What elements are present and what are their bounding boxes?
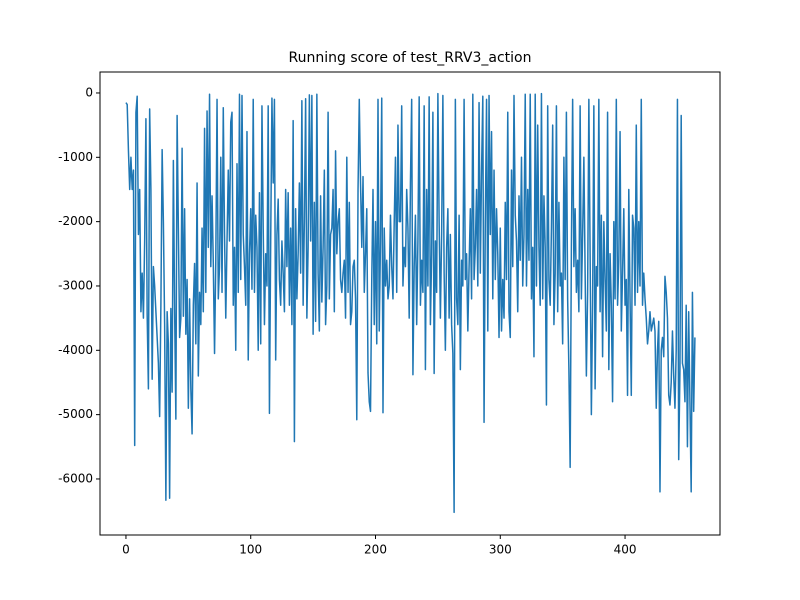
x-tick-label: 300 [489,543,512,557]
y-tick-label: -2000 [58,214,93,228]
y-tick-label: -3000 [58,278,93,292]
y-tick-label: -4000 [58,343,93,357]
y-tick-label: -6000 [58,471,93,485]
y-tick-label: -5000 [58,407,93,421]
chart-title: Running score of test_RRV3_action [289,50,532,66]
x-tick-label: 0 [122,543,130,557]
y-tick-label: -1000 [58,150,93,164]
x-tick-label: 100 [239,543,262,557]
x-tick-label: 400 [614,543,637,557]
x-tick-label: 200 [364,543,387,557]
line [125,92,696,514]
plot-frame [99,71,721,536]
y-tick-label: 0 [85,85,93,99]
